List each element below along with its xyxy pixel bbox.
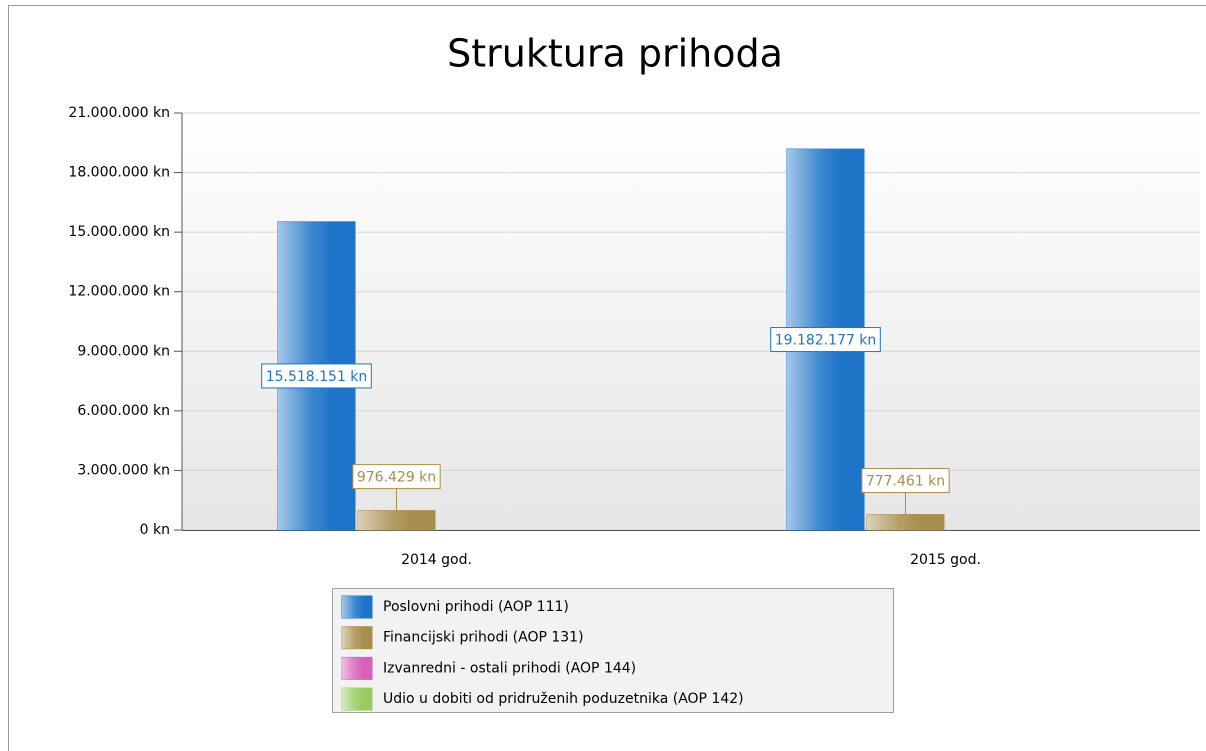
legend-label: Poslovni prihodi (AOP 111) (383, 599, 569, 615)
legend-label: Izvanredni - ostali prihodi (AOP 144) (383, 660, 636, 676)
legend-swatch-shine (342, 657, 364, 680)
x-tick-label: 2014 god. (401, 552, 472, 568)
legend-swatch-shine (342, 626, 364, 649)
legend-swatch-shine (342, 688, 364, 711)
value-label: 976.429 kn (357, 470, 436, 486)
value-label-box (861, 468, 950, 494)
value-label-box (770, 327, 881, 353)
legend-label: Udio u dobiti od pridruženih poduzetnika… (383, 691, 744, 707)
value-label-box (352, 464, 441, 490)
y-tick-label: 12.000.000 kn (68, 284, 170, 300)
bar-shine (358, 510, 412, 530)
value-label: 19.182.177 kn (775, 333, 877, 349)
y-tick-label: 18.000.000 kn (68, 165, 170, 181)
chart-title: Struktura prihoda (447, 32, 783, 76)
value-label: 777.461 kn (866, 474, 945, 490)
value-label-box (261, 363, 372, 389)
bar-shine (867, 514, 921, 530)
y-tick-label: 6.000.000 kn (77, 403, 170, 419)
x-tick-label: 2015 god. (910, 552, 981, 568)
legend-label: Financijski prihodi (AOP 131) (383, 630, 584, 646)
legend (332, 588, 894, 713)
y-tick-label: 0 kn (140, 522, 170, 538)
y-tick-label: 15.000.000 kn (68, 224, 170, 240)
legend-swatch-shine (342, 596, 364, 618)
y-tick-label: 9.000.000 kn (77, 343, 170, 359)
value-label: 15.518.151 kn (266, 369, 368, 385)
y-tick-label: 21.000.000 kn (68, 105, 170, 121)
y-tick-label: 3.000.000 kn (77, 462, 170, 478)
